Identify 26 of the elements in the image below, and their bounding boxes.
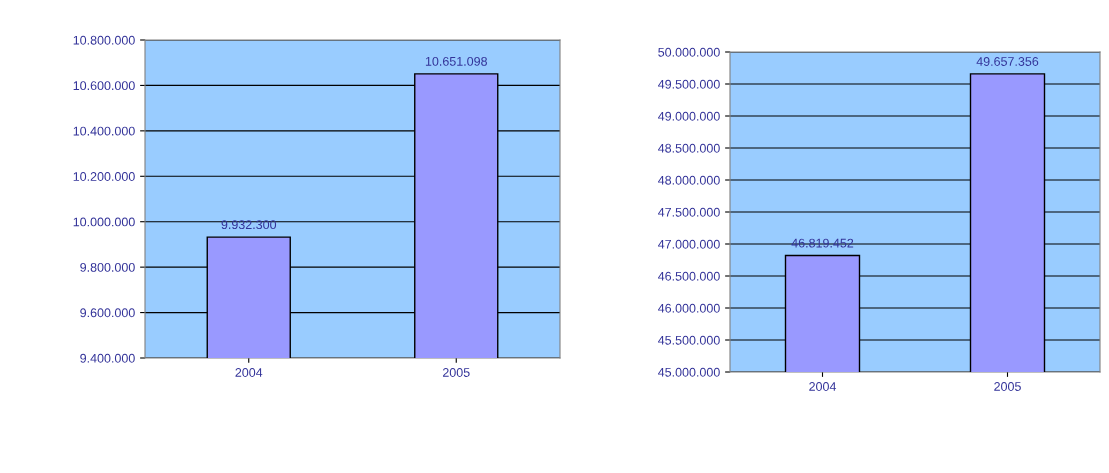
x-tick-label: 2004: [809, 382, 837, 391]
y-tick-label: 45.500.000: [658, 335, 720, 345]
y-tick-label: 10.600.000: [73, 81, 135, 91]
x-tick-label: 2005: [442, 368, 470, 377]
y-tick-label: 48.000.000: [658, 175, 720, 185]
data-label: 49.657.356: [976, 57, 1039, 66]
y-tick-label: 10.800.000: [73, 35, 135, 45]
y-tick-label: 47.000.000: [658, 239, 720, 249]
y-tick-label: 9.800.000: [80, 262, 135, 272]
y-tick-label: 10.400.000: [73, 126, 135, 136]
data-label: 9.932.300: [221, 220, 277, 230]
y-tick-label: 10.000.000: [73, 217, 135, 227]
y-tick-label: 48.500.000: [658, 143, 720, 153]
y-tick-label: 49.000.000: [658, 111, 720, 121]
y-tick-label: 9.400.000: [80, 353, 135, 363]
y-tick-label: 9.600.000: [80, 308, 135, 318]
y-tick-label: 45.000.000: [658, 367, 720, 377]
y-tick-label: 46.500.000: [658, 271, 720, 281]
y-tick-label: 10.200.000: [73, 172, 135, 181]
y-tick-label: 46.000.000: [658, 303, 720, 313]
y-tick-label: 49.500.000: [658, 79, 720, 89]
data-label: 10.651.098: [425, 56, 487, 66]
y-tick-label: 47.500.000: [658, 207, 720, 217]
x-tick-label: 2004: [235, 368, 263, 377]
y-tick-label: 50.000.000: [658, 47, 720, 57]
x-tick-label: 2005: [994, 382, 1021, 391]
